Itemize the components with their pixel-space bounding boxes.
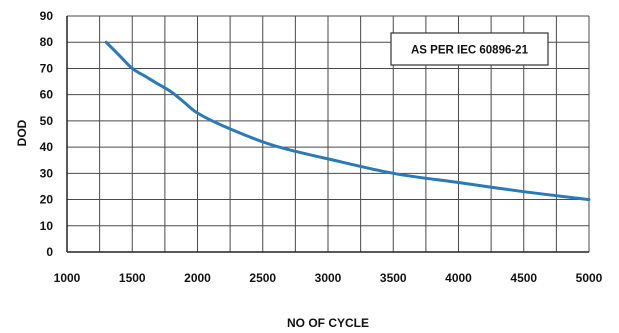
y-tick-label: 40 xyxy=(40,140,54,154)
x-axis-title: NO OF CYCLE xyxy=(287,316,369,330)
x-tick-label: 2000 xyxy=(184,271,211,285)
x-tick-label: 3000 xyxy=(315,271,342,285)
y-tick-label: 0 xyxy=(46,245,53,259)
series-line xyxy=(104,40,591,202)
x-tick-label: 4000 xyxy=(445,271,472,285)
y-tick-labels: 0 10 20 30 40 50 60 70 80 90 xyxy=(40,9,54,259)
x-tick-label: 5000 xyxy=(576,271,603,285)
y-axis-title: DOD xyxy=(15,119,29,146)
y-tick-label: 10 xyxy=(40,219,54,233)
y-tick-label: 80 xyxy=(40,35,54,49)
annotation-box: AS PER IEC 60896-21 xyxy=(390,32,549,66)
annotation-text: AS PER IEC 60896-21 xyxy=(411,45,529,57)
y-tick-label: 70 xyxy=(40,61,54,75)
y-tick-label: 60 xyxy=(40,88,54,102)
y-tick-label: 50 xyxy=(40,114,54,128)
x-tick-label: 3500 xyxy=(380,271,407,285)
y-tick-label: 90 xyxy=(40,9,54,23)
x-tick-label: 4500 xyxy=(510,271,537,285)
x-tick-labels: 1000 1500 2000 2500 3000 3500 4000 4500 5000 xyxy=(54,271,603,285)
x-tick-label: 1500 xyxy=(119,271,146,285)
axes xyxy=(66,16,589,253)
series-group xyxy=(104,40,591,202)
y-tick-label: 20 xyxy=(40,193,54,207)
y-tick-label: 30 xyxy=(40,166,54,180)
x-tick-label: 2500 xyxy=(249,271,276,285)
x-tick-label: 1000 xyxy=(54,271,81,285)
